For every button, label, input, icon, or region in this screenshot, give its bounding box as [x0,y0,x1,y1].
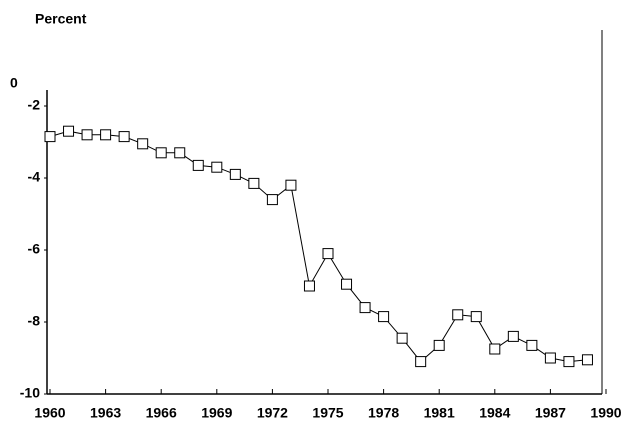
marker [155,147,167,159]
marker [396,332,408,344]
marker [433,339,445,351]
y-tick-label: -6 [28,241,41,257]
y-tick-label: -2 [28,97,41,113]
x-tick-label: 1978 [368,405,399,421]
x-tick-label: 1981 [424,405,455,421]
marker [81,129,93,141]
marker [303,280,315,292]
marker [44,131,56,143]
x-tick-label: 1969 [201,405,232,421]
x-tick-label: 1966 [146,405,177,421]
line [49,130,588,363]
marker [470,311,482,323]
marker [118,131,130,143]
marker [137,138,149,150]
marker [489,343,501,355]
marker [415,356,427,368]
x-tick-label: 1984 [479,405,510,421]
y-tick-label: -8 [28,313,41,329]
marker [192,159,204,171]
y-tick-label: -4 [28,169,41,185]
y-axis-label: Percent [35,11,87,27]
marker [581,354,593,366]
y-axis-top-label: 0 [10,75,18,91]
y-tick-label: -10 [20,385,40,401]
x-tick-label: 1960 [34,405,65,421]
x-tick-label: 1990 [590,405,621,421]
x-tick-label: 1987 [535,405,566,421]
marker [100,129,112,141]
marker [526,339,538,351]
marker [507,330,519,342]
marker [341,278,353,290]
marker [378,311,390,323]
marker [174,147,186,159]
marker [563,356,575,368]
marker [63,125,75,137]
marker [359,302,371,314]
marker [211,161,223,173]
marker [266,194,278,206]
marker [452,309,464,321]
marker [285,179,297,191]
x-tick-label: 1963 [90,405,121,421]
marker [229,168,241,180]
x-tick-label: 1972 [257,405,288,421]
x-tick-label: 1975 [312,405,343,421]
marker [544,352,556,364]
marker [322,248,334,260]
marker [248,177,260,189]
